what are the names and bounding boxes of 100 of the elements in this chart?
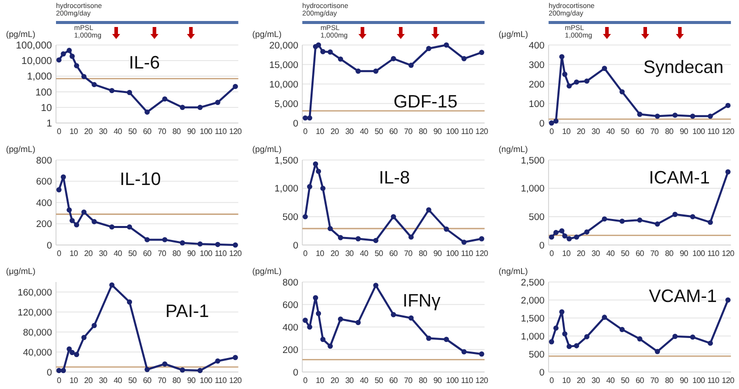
x-tick-label: 110 (214, 249, 228, 258)
point (479, 50, 484, 56)
point (654, 114, 660, 119)
x-tick-label: 80 (664, 376, 674, 385)
point (162, 96, 168, 102)
x-tick-label: 70 (158, 249, 167, 258)
chart-title: IL-6 (128, 52, 160, 72)
y-tick-label: 1,500 (520, 313, 545, 324)
x-tick-label: 10 (69, 127, 79, 136)
x-tick-label: 80 (664, 249, 674, 258)
x-tick-label: 120 (475, 376, 489, 385)
point (232, 242, 238, 248)
point (566, 83, 572, 89)
x-tick-label: 70 (404, 127, 414, 136)
x-tick-label: 80 (418, 249, 428, 258)
x-tick-label: 90 (187, 376, 196, 385)
point (320, 49, 326, 54)
y-tick-label: 15,000 (269, 60, 298, 71)
point (672, 212, 678, 217)
point (637, 217, 642, 223)
x-tick-label: 60 (142, 249, 152, 258)
y-axis-title: (pg/mL) (6, 29, 36, 39)
x-tick-label: 110 (214, 376, 228, 385)
x-tick-label: 90 (680, 376, 689, 385)
point (373, 282, 378, 288)
point (690, 334, 696, 340)
point (338, 316, 344, 322)
x-tick-label: 60 (389, 376, 398, 385)
point (162, 361, 168, 367)
y-tick-label: 400 (282, 322, 298, 334)
x-tick-label: 90 (433, 249, 443, 258)
point (74, 352, 80, 358)
point (620, 89, 625, 94)
x-tick-label: 0 (303, 376, 308, 385)
text: IFNγ (402, 290, 441, 310)
x-tick-label: 0 (303, 249, 308, 258)
point (180, 367, 186, 373)
x-tick-label: 40 (606, 249, 616, 258)
x-tick-label: 100 (446, 249, 460, 258)
x-tick-label: 20 (330, 376, 340, 385)
point (126, 90, 132, 96)
x-tick-label: 40 (114, 249, 123, 258)
x-tick-label: 0 (549, 249, 554, 258)
point (197, 104, 203, 110)
point (444, 226, 449, 232)
x-tick-label: 10 (316, 127, 325, 136)
point (126, 224, 132, 230)
point (197, 368, 203, 374)
x-tick-label: 50 (128, 249, 138, 258)
x-tick-label: 60 (142, 376, 152, 385)
x-tick-label: 30 (345, 127, 354, 136)
point (144, 366, 150, 372)
point (356, 236, 361, 242)
point (215, 358, 220, 364)
x-tick-label: 70 (650, 249, 660, 258)
point (574, 234, 580, 240)
point (654, 348, 660, 354)
y-tick-label: 500 (528, 212, 545, 223)
x-tick-label: 50 (128, 376, 138, 385)
point (559, 309, 564, 314)
y-tick-label: 600 (282, 300, 298, 311)
point (232, 84, 238, 90)
text: Syndecan (643, 57, 724, 78)
point (56, 187, 62, 192)
y-tick-label: 1 (46, 118, 52, 130)
point (390, 214, 396, 220)
point (320, 336, 326, 342)
point (74, 63, 80, 68)
point (461, 56, 467, 62)
point (81, 209, 87, 215)
y-axis-title: (μg/mL) (498, 29, 528, 39)
point (312, 295, 318, 300)
x-tick-label: 120 (229, 249, 242, 258)
x-tick-label: 60 (636, 376, 645, 385)
point (559, 54, 564, 60)
x-tick-label: 40 (360, 249, 370, 258)
point (307, 184, 312, 190)
point (316, 310, 322, 316)
point (444, 42, 449, 48)
point (725, 297, 731, 303)
y-tick-label: 120,000 (18, 307, 52, 318)
point (70, 350, 75, 356)
point (408, 62, 414, 68)
point (320, 186, 326, 191)
point (356, 320, 361, 326)
y-tick-label: 800 (36, 155, 52, 166)
x-tick-label: 90 (187, 249, 196, 258)
x-tick-label: 30 (345, 376, 354, 385)
y-tick-label: 160,000 (18, 287, 52, 298)
y-tick-label: 500 (528, 349, 545, 360)
x-tick-label: 40 (360, 127, 370, 136)
x-tick-label: 100 (446, 127, 460, 136)
point (620, 326, 625, 332)
y-tick-label: 100 (528, 98, 545, 110)
x-tick-label: 10 (562, 127, 572, 136)
point (602, 66, 608, 71)
x-tick-label: 10 (562, 376, 572, 385)
point (725, 102, 731, 108)
x-tick-label: 70 (650, 127, 660, 136)
x-tick-label: 20 (330, 249, 340, 258)
